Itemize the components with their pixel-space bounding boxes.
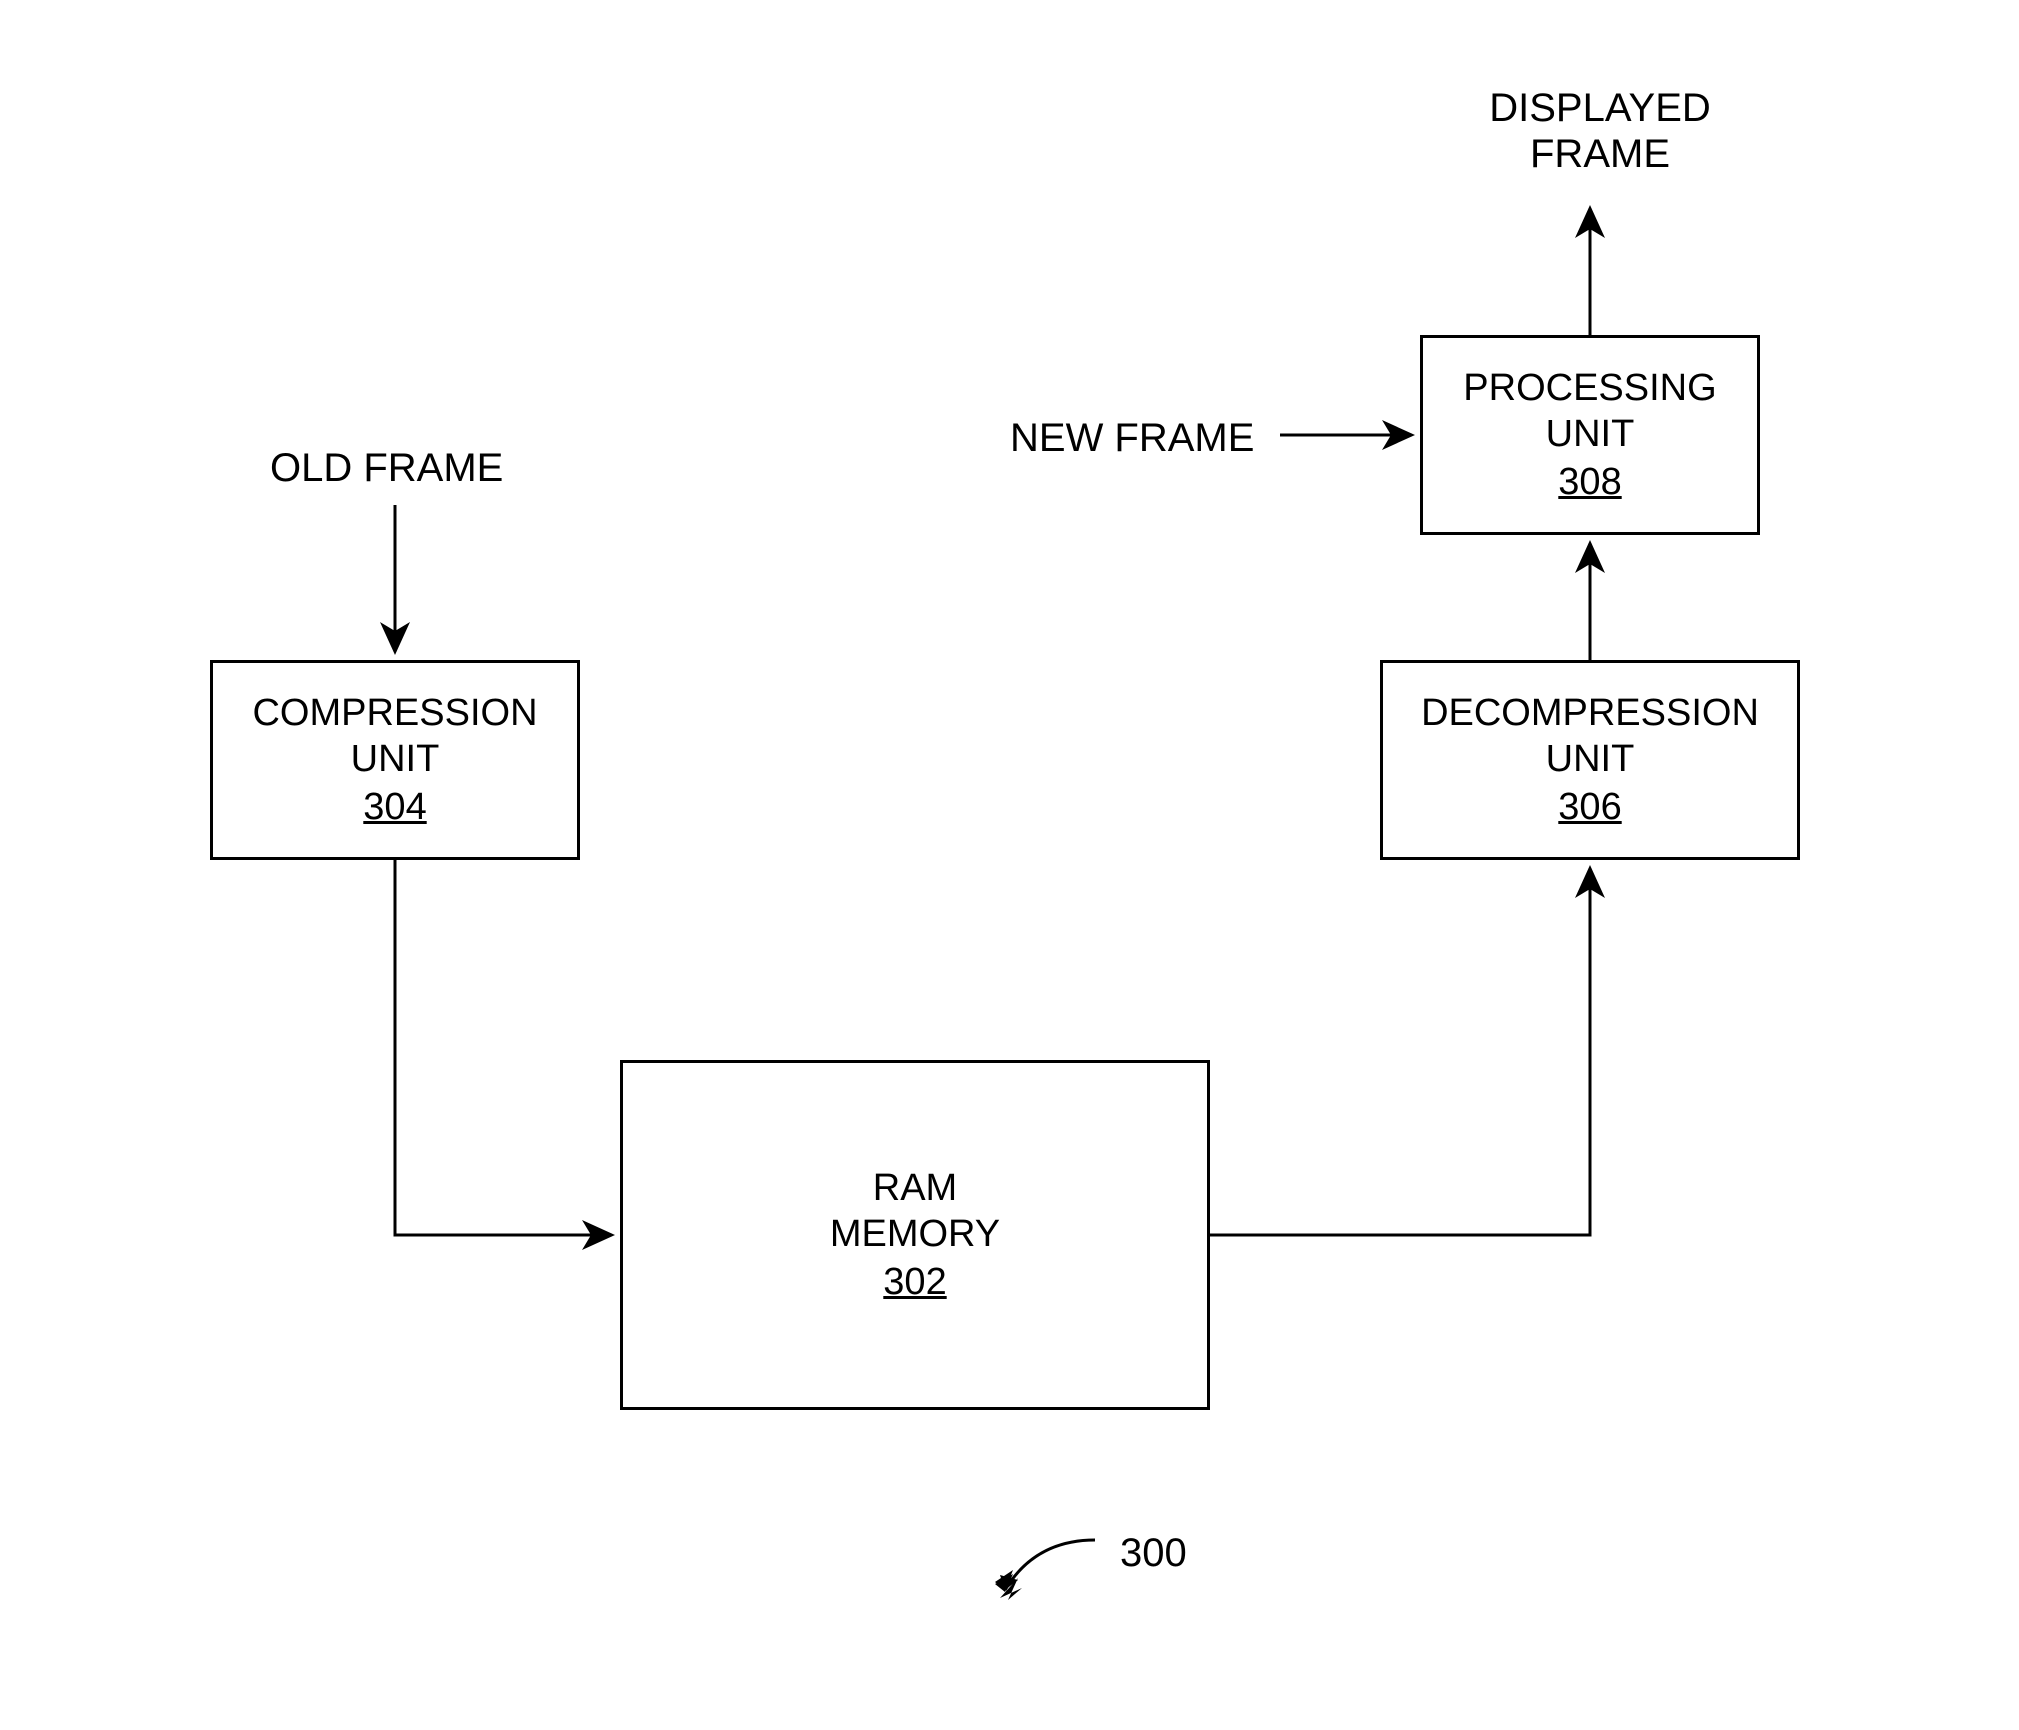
edge-ram-decompression: [1210, 868, 1590, 1235]
ref-arc: [1005, 1540, 1095, 1590]
flowchart-diagram: COMPRESSION UNIT 304 RAM MEMORY 302 DECO…: [0, 0, 2019, 1730]
edge-compression-ram: [395, 860, 612, 1235]
connectors-svg: [0, 0, 2019, 1730]
